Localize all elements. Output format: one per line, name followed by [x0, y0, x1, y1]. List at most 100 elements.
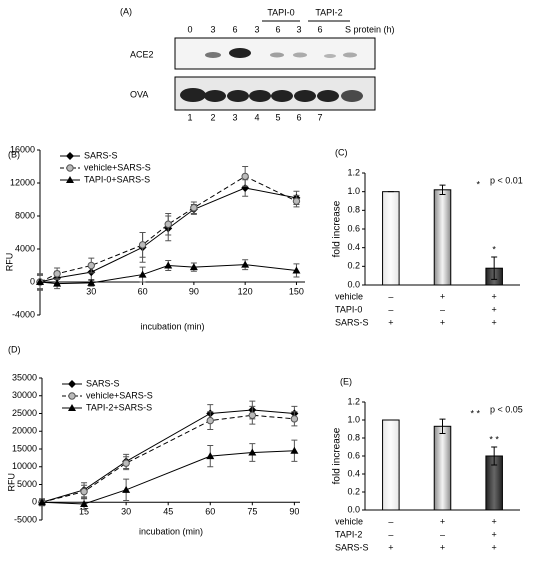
marker: [164, 220, 172, 228]
y-tick-label: 0.2: [347, 261, 360, 271]
y-tick-label: -4000: [12, 309, 35, 319]
bar: [433, 425, 452, 511]
bar: [382, 419, 400, 511]
marker: [138, 270, 147, 278]
condition-sign: +: [492, 516, 497, 526]
series-line: [41, 450, 295, 505]
lane-number: 2: [210, 112, 215, 122]
error-bar: [439, 184, 446, 195]
y-tick-label: 0.4: [347, 242, 360, 252]
marker: [122, 485, 131, 493]
legend-label: SARS-S: [86, 378, 120, 388]
panel-label: (C): [335, 147, 348, 157]
condition-sign: –: [388, 304, 393, 314]
y-tick-label: 30000: [12, 390, 37, 400]
y-axis-label: RFU: [4, 253, 14, 272]
condition-sign: +: [492, 317, 497, 327]
x-tick-label: 150: [289, 286, 304, 296]
row-label: OVA: [130, 89, 148, 99]
series-line: [39, 175, 297, 283]
marker: [190, 204, 198, 212]
lane-number: 7: [317, 112, 322, 122]
y-tick-label: 15000: [12, 443, 37, 453]
marker: [87, 261, 95, 270]
condition-sign: –: [388, 291, 393, 301]
condition-label: SARS-S: [335, 542, 369, 552]
x-tick-label: 120: [238, 286, 253, 296]
marker: [292, 197, 301, 205]
marker: [248, 448, 257, 456]
condition-label: vehicle: [335, 291, 363, 301]
marker: [248, 411, 257, 419]
condition-sign: +: [492, 291, 497, 301]
y-tick-label: 4000: [15, 243, 35, 253]
marker: [87, 278, 96, 286]
marker: [241, 260, 250, 268]
x-tick-label: 45: [163, 507, 173, 517]
marker: [53, 279, 62, 287]
bar: [433, 189, 452, 286]
x-tick-label: 90: [189, 286, 199, 296]
legend-marker: [68, 404, 76, 411]
row-label: ACE2: [130, 49, 154, 59]
marker: [206, 452, 215, 460]
legend-label: TAPI-0+SARS-S: [84, 174, 150, 184]
x-tick-label: 75: [247, 507, 257, 517]
lane-time: 3: [296, 24, 301, 34]
y-axis-label: fold increase: [332, 200, 343, 257]
significance-mark: * *: [489, 434, 499, 444]
condition-sign: +: [440, 317, 445, 327]
error-bar: [439, 418, 446, 434]
condition-sign: –: [440, 529, 445, 539]
series-line: [39, 264, 297, 285]
legend-label: vehicle+SARS-S: [86, 390, 153, 400]
panel-label: (B): [8, 149, 20, 159]
blot-bands: [180, 48, 363, 102]
x-axis-label: incubation (min): [139, 526, 203, 536]
panel-label: (A): [120, 6, 132, 16]
y-tick-label: 0: [32, 497, 37, 507]
condition-label: TAPI-0: [335, 304, 362, 314]
lane-number: 1: [187, 112, 192, 122]
marker: [189, 263, 198, 271]
marker: [80, 500, 89, 508]
lane-time: 3: [254, 24, 259, 34]
legend-marker: [66, 164, 74, 172]
marker: [36, 278, 44, 285]
x-axis-label: incubation (min): [140, 321, 204, 331]
y-tick-label: 0.6: [347, 450, 360, 460]
condition-sign: +: [440, 516, 445, 526]
marker: [138, 241, 147, 249]
condition-sign: –: [440, 304, 445, 314]
significance-key: *: [476, 179, 480, 189]
marker: [164, 261, 173, 269]
condition-sign: +: [440, 291, 445, 301]
significance-key: * *: [470, 408, 480, 418]
condition-label: SARS-S: [335, 317, 369, 327]
y-tick-label: 0.8: [347, 432, 360, 442]
y-tick-label: 20000: [12, 426, 37, 436]
y-tick-label: 0.4: [347, 468, 360, 478]
y-tick-label: 0.2: [347, 486, 360, 496]
y-tick-label: 1.2: [347, 396, 360, 406]
group-label: TAPI-2: [315, 7, 342, 17]
lane-time: 6: [275, 24, 280, 34]
legend-label: TAPI-2+SARS-S: [86, 402, 152, 412]
lane-number: 3: [232, 112, 237, 122]
panel-label: (D): [8, 344, 21, 354]
condition-sign: +: [388, 317, 393, 327]
x-tick-label: 60: [205, 507, 215, 517]
y-tick-label: 35000: [12, 372, 37, 382]
p-value: p < 0.05: [490, 404, 523, 414]
y-tick-label: 1.2: [347, 167, 360, 177]
y-tick-label: 8000: [15, 210, 35, 220]
y-tick-label: 16000: [10, 144, 35, 154]
unit-label: S protein (h): [345, 24, 395, 34]
p-value: p < 0.01: [490, 175, 523, 185]
significance-mark: *: [492, 244, 496, 254]
marker: [241, 172, 249, 181]
marker: [38, 498, 46, 506]
y-tick-label: 0.0: [347, 279, 360, 289]
legend-label: vehicle+SARS-S: [84, 162, 151, 172]
